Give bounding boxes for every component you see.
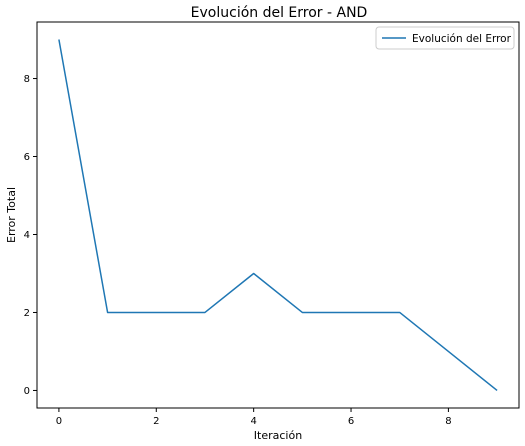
plot-frame [36,21,520,409]
y-tick-label: 4 [24,230,30,241]
legend: Evolución del Error [375,26,515,50]
legend-label: Evolución del Error [412,33,512,45]
x-axis-label: Iteración [254,429,302,442]
plot-area: 0 2 4 6 8 0 2 4 6 8 [24,21,520,427]
chart-title: Evolución del Error - AND [191,5,368,21]
x-tick-label: 4 [250,416,256,427]
y-axis-label: Error Total [5,187,18,243]
series-line [58,39,498,392]
x-tick-label: 2 [153,416,159,427]
x-tick-label: 0 [56,416,62,427]
x-tick-label: 8 [445,416,451,427]
x-tick-label: 6 [348,416,354,427]
y-tick-label: 2 [24,308,30,319]
y-tick-label: 0 [24,386,30,397]
x-axis: 0 2 4 6 8 [56,408,452,427]
legend-box [375,26,515,50]
y-axis: 0 2 4 6 8 [24,74,37,397]
y-tick-label: 6 [24,152,30,163]
y-tick-label: 8 [24,74,30,85]
series-layer [58,39,498,392]
